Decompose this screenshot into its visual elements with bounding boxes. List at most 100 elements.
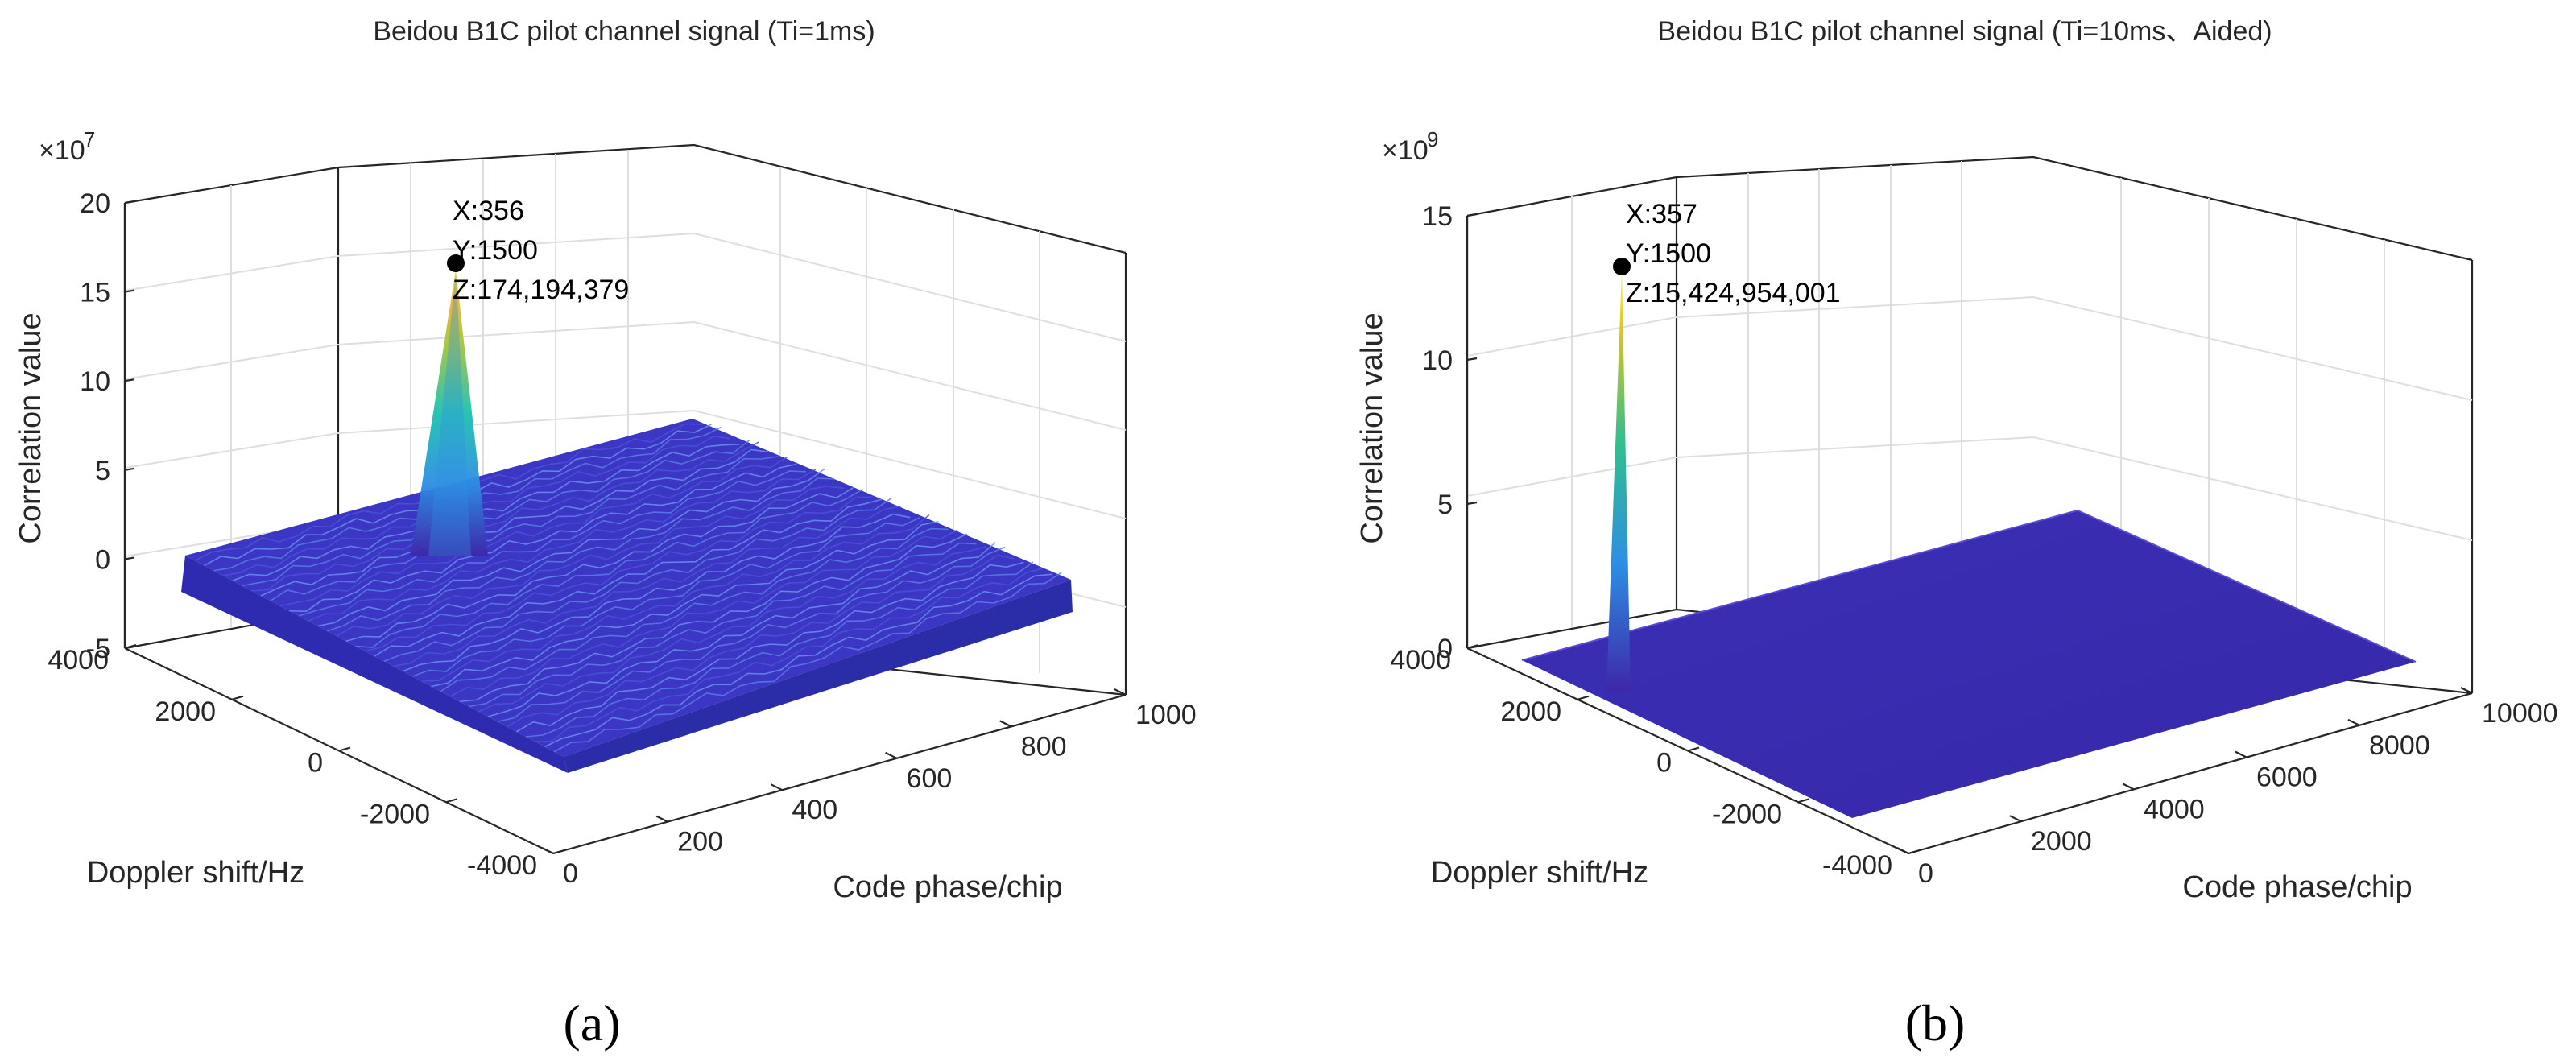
x-tick-mark — [770, 783, 783, 791]
datatip-x: X:357 — [1626, 199, 1697, 229]
back-walls — [1466, 155, 2474, 695]
z-tick-mark — [124, 378, 135, 382]
noise-floor-surface — [1521, 509, 2417, 818]
x-axis-line — [552, 693, 1127, 855]
x-tick-label: 800 — [1021, 731, 1067, 762]
surface-mesh-line — [525, 561, 1034, 738]
surface-mesh-line — [289, 463, 797, 613]
surface-mesh-line — [459, 533, 968, 703]
y-tick-label: 2000 — [155, 696, 216, 727]
y-tick-label: -2000 — [360, 799, 430, 829]
y-tick-mark — [1466, 643, 1479, 650]
panel-label-a: (a) — [563, 994, 620, 1052]
surface-mesh-line — [260, 448, 769, 597]
z-axis-label: Correlation value — [1355, 312, 1389, 543]
y-tick-mark — [338, 746, 351, 752]
z-exponent: ×10 — [1382, 135, 1429, 166]
surface-mesh-line — [383, 498, 892, 662]
datatip-y: Y:1500 — [453, 235, 538, 266]
z-exponent-power: 9 — [1427, 127, 1438, 151]
surface-mesh-line — [440, 527, 949, 692]
y-tick-mark — [231, 695, 244, 700]
surface-mesh-line — [431, 521, 939, 688]
datatip-marker[interactable] — [1613, 258, 1631, 275]
y-tick-mark — [1797, 798, 1810, 804]
z-tick-label: 0 — [1437, 634, 1453, 664]
y-ticks: 4000 2000 0 -2000 -4000 — [1390, 643, 1921, 881]
surface-mesh-line — [355, 488, 863, 648]
surface-mesh-line — [317, 468, 825, 627]
surface-mesh-line — [336, 485, 845, 637]
x-tick-mark — [999, 720, 1012, 728]
x-tick-mark — [2347, 718, 2360, 726]
surface-mesh-line — [449, 529, 958, 697]
z-tick-label: 10 — [1422, 345, 1453, 376]
y-axis-label: Doppler shift/Hz — [1431, 856, 1648, 890]
surface-mesh-line — [411, 517, 920, 677]
surface-mesh-line — [270, 456, 778, 601]
z-tick-mark — [124, 467, 135, 471]
z-tick-label: -5 — [86, 634, 110, 664]
x-tick-label: 200 — [677, 827, 723, 857]
z-tick-mark — [1466, 213, 1478, 217]
x-tick-label: 1000 — [1135, 700, 1197, 730]
x-tick-label: 400 — [792, 795, 837, 825]
z-tick-mark — [1466, 357, 1478, 362]
x-tick-mark — [541, 847, 554, 854]
y-tick-label: 4000 — [48, 645, 109, 676]
x-tick-mark — [2122, 783, 2135, 791]
z-tick-label: 0 — [95, 544, 110, 575]
surface-mesh-line — [421, 514, 930, 683]
z-tick-label: 20 — [80, 188, 110, 219]
z-exponent: ×10 — [39, 135, 85, 166]
chart-panel-a: Beidou B1C pilot channel signal (Ti=1ms) — [14, 16, 1197, 1052]
y-tick-mark — [1908, 849, 1921, 855]
z-axis-label: Correlation value — [14, 312, 48, 543]
y-ticks: 4000 2000 0 -2000 -4000 — [48, 643, 565, 881]
z-tick-label: 15 — [80, 278, 110, 308]
x-axis-label: Code phase/chip — [833, 870, 1062, 904]
surface-mesh-line — [535, 568, 1044, 743]
x-tick-label: 2000 — [2031, 826, 2092, 857]
y-tick-label: -2000 — [1712, 799, 1782, 829]
z-tick-mark — [1466, 501, 1478, 506]
y-tick-mark — [552, 849, 565, 855]
surface-mesh-line — [326, 477, 835, 632]
y-tick-label: -4000 — [467, 850, 537, 881]
x-tick-label: 4000 — [2144, 794, 2205, 824]
x-tick-mark — [655, 815, 668, 823]
surface-mesh-line — [374, 498, 883, 657]
x-ticks: 0 200 400 600 800 1000 — [541, 688, 1197, 889]
z-ticks: -5 0 5 10 15 20 — [80, 188, 135, 664]
surface-mesh-line — [393, 506, 901, 667]
datatip-x: X:356 — [453, 196, 524, 226]
x-tick-label: 8000 — [2369, 730, 2430, 761]
correlation-peak — [1606, 270, 1631, 691]
z-tick-label: 5 — [95, 456, 110, 486]
x-tick-mark — [1114, 688, 1127, 696]
y-tick-mark — [1577, 695, 1590, 700]
z-tick-label: 15 — [1422, 201, 1453, 232]
surface-mesh-line — [544, 573, 1052, 748]
z-tick-mark — [124, 200, 135, 205]
surface-mesh-line — [478, 546, 986, 713]
y-tick-mark — [445, 798, 458, 804]
datatip-marker[interactable] — [447, 254, 465, 272]
surface-mesh-line — [279, 457, 788, 607]
chart-title: Beidou B1C pilot channel signal (Ti=10ms… — [1657, 16, 2272, 47]
y-tick-label: 0 — [1656, 748, 1672, 779]
surface-mesh-line — [298, 470, 807, 617]
y-tick-label: 0 — [308, 748, 323, 779]
surface-mesh-line — [402, 513, 911, 672]
z-tick-label: 10 — [80, 366, 110, 397]
x-tick-label: 0 — [1918, 858, 1933, 889]
chart-panel-b: Beidou B1C pilot channel signal (Ti=10ms… — [1355, 16, 2558, 1052]
x-tick-mark — [885, 751, 898, 759]
y-tick-mark — [1687, 746, 1700, 752]
surface-mesh-line — [232, 444, 740, 581]
y-tick-label: -4000 — [1822, 850, 1892, 881]
z-tick-mark — [124, 289, 135, 293]
surface-mesh-line — [507, 554, 1015, 728]
surface-mesh-line — [365, 496, 873, 652]
